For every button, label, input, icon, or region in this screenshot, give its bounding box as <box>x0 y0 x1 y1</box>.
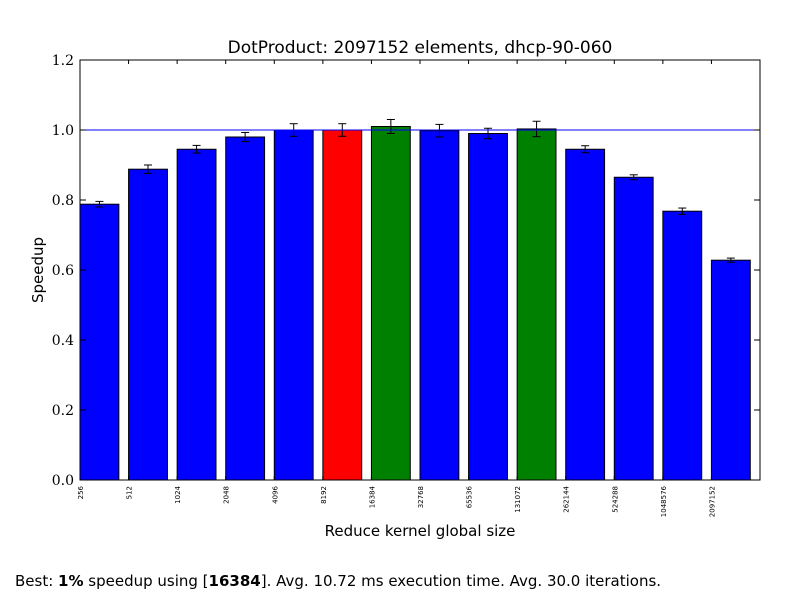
bar-2048 <box>225 136 266 481</box>
error-bar-16384 <box>386 119 395 134</box>
error-bar-512 <box>144 164 152 174</box>
error-bar-2048 <box>241 131 250 143</box>
chart: DotProduct: 2097152 elements, dhcp-90-06… <box>29 38 761 540</box>
bars-group <box>79 126 751 481</box>
caption-percent: 1% <box>58 572 84 590</box>
bar-262144 <box>565 148 606 481</box>
x-tick-label: 32768 <box>417 486 425 508</box>
caption-best-size: 16384 <box>208 572 261 590</box>
y-tick-label: 0.4 <box>52 333 74 349</box>
x-tick-label: 1024 <box>174 485 182 503</box>
y-tick-label: 0.6 <box>52 263 74 279</box>
error-bar-1024 <box>192 144 201 154</box>
x-tick-label: 131072 <box>514 486 522 513</box>
chart-title: DotProduct: 2097152 elements, dhcp-90-06… <box>228 38 613 58</box>
x-tick-label: 262144 <box>563 485 571 512</box>
y-tick-label: 0.2 <box>52 403 74 419</box>
caption-mid: speedup using [ <box>83 572 209 590</box>
bar-16384 <box>370 126 411 481</box>
bar-32768 <box>419 130 460 481</box>
error-bar-524288 <box>629 174 638 181</box>
error-bar-256 <box>95 200 104 208</box>
y-tick-label: 0.8 <box>52 193 74 209</box>
x-tick-label: 2048 <box>223 486 231 504</box>
bar-524288 <box>613 176 654 481</box>
bar-1048576 <box>662 210 703 481</box>
x-tick-label: 1048576 <box>660 485 668 517</box>
bar-65536 <box>468 133 508 481</box>
summary-caption: Best: 1% speedup using [16384]. Avg. 10.… <box>15 572 661 590</box>
bar-512 <box>128 168 168 481</box>
bar-1024 <box>176 148 217 481</box>
error-bar-32768 <box>435 123 444 138</box>
error-bar-131072 <box>532 120 541 138</box>
x-axis-label: Reduce kernel global size <box>325 522 516 540</box>
x-axis-ticks: 256 512 1024 2048 4096 8192 16384 32768 65536 131… <box>77 60 716 517</box>
x-tick-label: 8192 <box>320 486 328 504</box>
y-tick-label: 1.2 <box>52 53 74 69</box>
x-tick-label: 512 <box>126 486 134 499</box>
x-tick-label: 4096 <box>271 485 279 503</box>
x-tick-label: 256 <box>77 485 85 499</box>
caption-suffix: ]. Avg. 10.72 ms execution time. Avg. 30… <box>260 572 662 590</box>
error-bar-2097152 <box>726 257 735 263</box>
bar-131072 <box>516 128 557 481</box>
error-bar-1048576 <box>678 207 687 215</box>
y-tick-label: 0.0 <box>52 473 74 489</box>
y-axis-label: Speedup <box>29 237 47 303</box>
x-tick-label: 16384 <box>368 485 376 508</box>
bar-256 <box>79 203 120 481</box>
bar-4096 <box>273 129 314 481</box>
x-tick-label: 65536 <box>466 485 474 508</box>
caption-prefix: Best: <box>15 572 59 590</box>
y-tick-label: 1.0 <box>52 123 74 139</box>
x-tick-label: 524288 <box>611 486 619 513</box>
error-bar-262144 <box>581 145 590 154</box>
bar-2097152 <box>710 259 751 481</box>
x-tick-label: 2097152 <box>708 486 716 517</box>
y-axis-ticks: 0.0 0.2 0.4 0.6 0.8 1.0 1.2 <box>52 53 760 489</box>
bar-8192 <box>322 129 363 481</box>
